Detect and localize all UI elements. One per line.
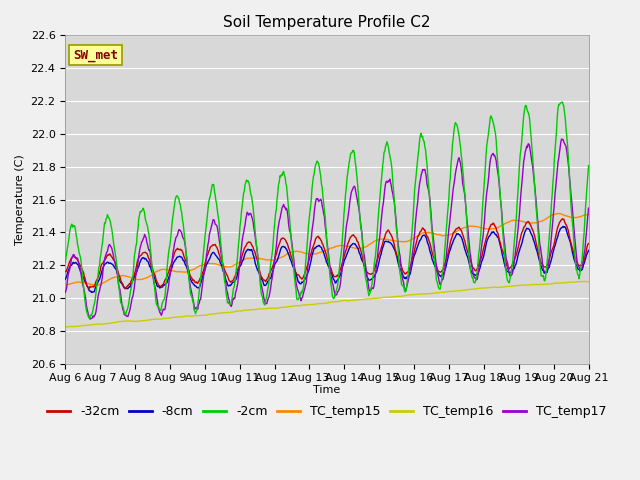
Y-axis label: Temperature (C): Temperature (C) [15,154,25,245]
Legend: -32cm, -8cm, -2cm, TC_temp15, TC_temp16, TC_temp17: -32cm, -8cm, -2cm, TC_temp15, TC_temp16,… [42,400,611,423]
Title: Soil Temperature Profile C2: Soil Temperature Profile C2 [223,15,431,30]
Text: SW_met: SW_met [73,48,118,61]
X-axis label: Time: Time [314,385,340,395]
